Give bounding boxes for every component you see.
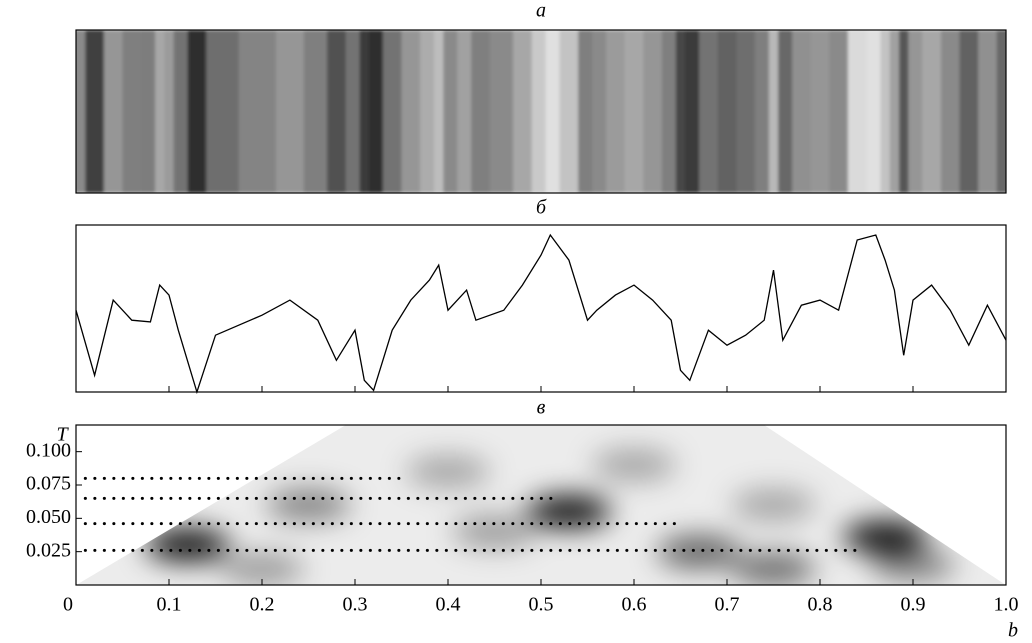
stripe bbox=[792, 30, 812, 193]
y-tick-label: 0.025 bbox=[26, 539, 71, 561]
x-tick-label: 1.0 bbox=[994, 594, 1019, 616]
stripe bbox=[736, 30, 756, 193]
stripe bbox=[661, 30, 677, 193]
stripe bbox=[141, 30, 156, 193]
stripe bbox=[685, 30, 700, 193]
blob bbox=[731, 553, 816, 585]
stripe bbox=[754, 30, 770, 193]
blob bbox=[731, 489, 816, 521]
stripe bbox=[643, 30, 663, 193]
stripe bbox=[940, 30, 960, 193]
blob bbox=[406, 455, 490, 488]
stripe bbox=[489, 30, 514, 193]
stripe bbox=[359, 30, 370, 193]
x-tick-label: 0.7 bbox=[715, 594, 740, 616]
stripe bbox=[382, 30, 402, 193]
x-tick-label: 0 bbox=[63, 594, 73, 616]
blob bbox=[266, 489, 351, 521]
stripe bbox=[103, 30, 123, 193]
blob bbox=[526, 495, 611, 528]
blob bbox=[220, 553, 304, 585]
stripe bbox=[908, 30, 923, 193]
x-tick-label: 0.4 bbox=[436, 594, 461, 616]
stripe bbox=[345, 30, 361, 193]
frame bbox=[75, 224, 1007, 393]
stripe bbox=[206, 30, 240, 193]
stripe bbox=[443, 30, 458, 193]
blob-layer bbox=[145, 449, 955, 585]
panel-label: в bbox=[537, 397, 546, 419]
stripe bbox=[85, 30, 105, 193]
stripe bbox=[187, 30, 207, 193]
signal-line bbox=[75, 233, 1007, 395]
blob bbox=[843, 521, 928, 553]
blob bbox=[452, 515, 537, 548]
stripe bbox=[513, 30, 533, 193]
stripe bbox=[327, 30, 347, 193]
x-tick-label: 0.3 bbox=[343, 594, 368, 616]
stripe bbox=[624, 30, 644, 193]
stripe bbox=[401, 30, 421, 193]
x-tick-label: 0.8 bbox=[808, 594, 833, 616]
stripe bbox=[922, 30, 942, 193]
blob bbox=[592, 449, 676, 481]
stripe bbox=[457, 30, 472, 193]
stripe bbox=[899, 30, 909, 193]
stripe bbox=[592, 30, 607, 193]
stripe bbox=[996, 30, 1006, 193]
stripe bbox=[829, 30, 849, 193]
blob bbox=[657, 535, 742, 568]
stripe bbox=[768, 30, 779, 193]
panel-label: б bbox=[536, 197, 547, 219]
stripe bbox=[368, 30, 384, 193]
stripe bbox=[76, 30, 86, 193]
panel-label: a bbox=[536, 0, 546, 22]
stripe bbox=[434, 30, 444, 193]
stripe-image bbox=[76, 30, 1006, 193]
stripe bbox=[606, 30, 626, 193]
stripe bbox=[717, 30, 737, 193]
stripe bbox=[531, 30, 547, 193]
x-tick-label: 0.2 bbox=[250, 594, 275, 616]
y-tick-label: 0.050 bbox=[26, 506, 71, 528]
stripe bbox=[699, 30, 719, 193]
stripe bbox=[675, 30, 686, 193]
stripe bbox=[889, 30, 900, 193]
blob bbox=[871, 549, 955, 581]
stripe bbox=[122, 30, 142, 193]
stripe bbox=[155, 30, 165, 193]
x-tick-label: 0.1 bbox=[157, 594, 182, 616]
y-tick-label: 0.100 bbox=[26, 439, 71, 461]
stripe bbox=[578, 30, 593, 193]
stripe bbox=[847, 30, 867, 193]
stripe bbox=[559, 30, 579, 193]
stripe bbox=[471, 30, 491, 193]
y-axis-label: T bbox=[56, 424, 69, 446]
frame bbox=[75, 29, 1007, 194]
stripe bbox=[810, 30, 830, 193]
x-tick-label: 0.5 bbox=[529, 594, 554, 616]
stripe bbox=[959, 30, 979, 193]
stripe bbox=[303, 30, 328, 193]
x-tick-label: 0.6 bbox=[622, 594, 647, 616]
stripe bbox=[880, 30, 891, 193]
stripe bbox=[978, 30, 998, 193]
scalogram bbox=[76, 425, 1006, 585]
blob bbox=[145, 529, 230, 561]
stripe bbox=[164, 30, 175, 193]
stripe bbox=[420, 30, 435, 193]
stripe bbox=[275, 30, 305, 193]
x-axis-label: b bbox=[1008, 620, 1018, 642]
y-tick-label: 0.075 bbox=[26, 473, 71, 495]
stripe bbox=[173, 30, 189, 193]
stripe bbox=[238, 30, 277, 193]
stripe bbox=[545, 30, 561, 193]
stripe bbox=[866, 30, 881, 193]
x-tick-label: 0.9 bbox=[901, 594, 926, 616]
stripe bbox=[778, 30, 793, 193]
